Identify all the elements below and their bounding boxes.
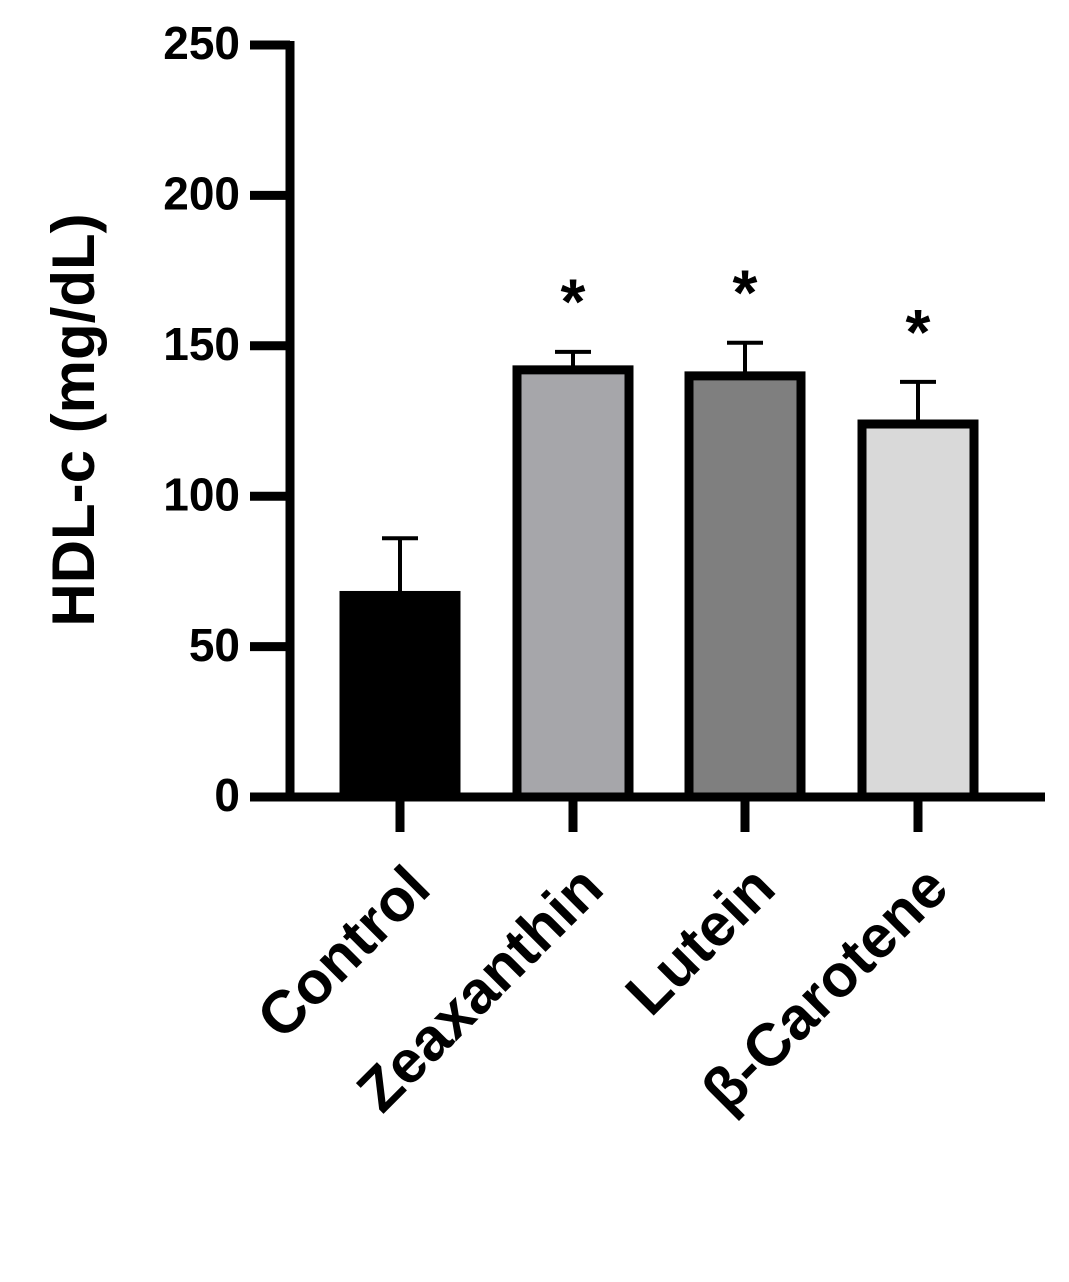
y-tick-label: 250 (163, 17, 240, 69)
y-axis-label: HDL-c (mg/dL) (40, 213, 107, 626)
bar (684, 371, 806, 802)
y-tick-label: 100 (163, 468, 240, 520)
y-tick-label: 200 (163, 168, 240, 220)
y-tick-label: 150 (163, 318, 240, 370)
significance-marker: * (906, 296, 931, 368)
x-tick-label: Lutein (613, 853, 788, 1028)
significance-marker: * (733, 257, 758, 329)
bar (339, 590, 461, 802)
bar (512, 365, 634, 802)
bar (857, 419, 979, 802)
significance-marker: * (561, 266, 586, 338)
y-tick-label: 50 (189, 619, 240, 671)
y-tick-label: 0 (214, 769, 240, 821)
